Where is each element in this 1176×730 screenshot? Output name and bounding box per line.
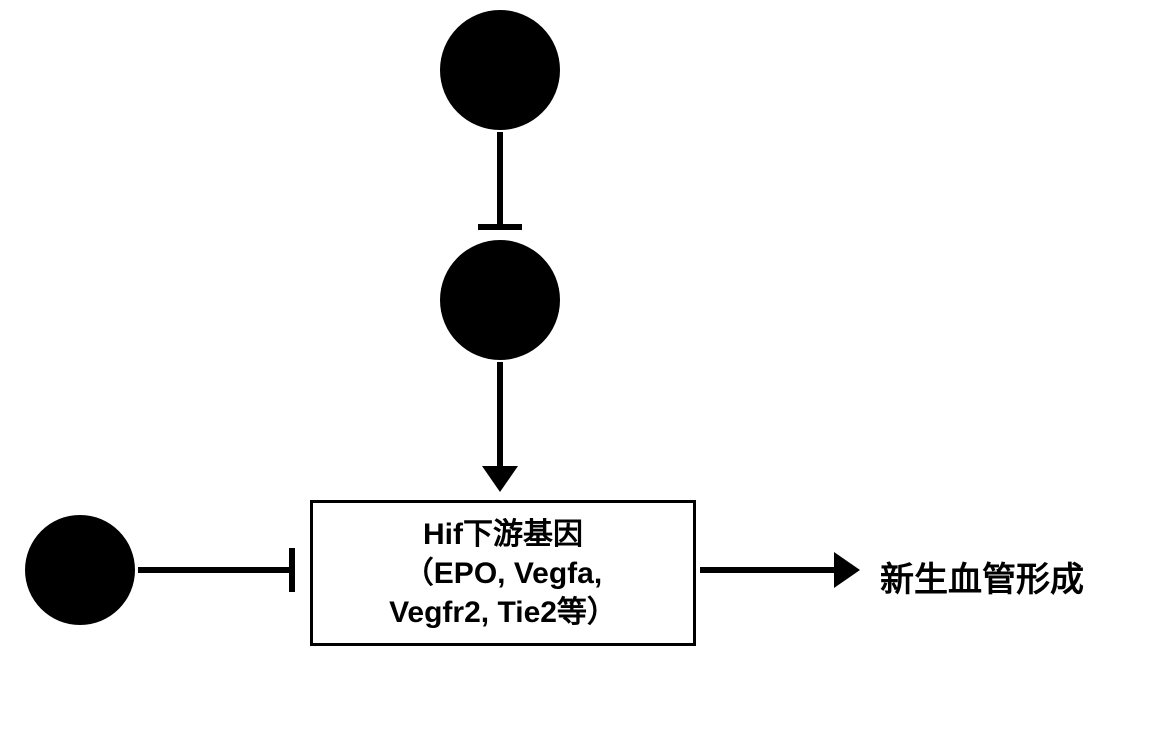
edges-layer bbox=[0, 0, 1176, 730]
edge-box-to-out bbox=[700, 552, 860, 588]
edge-mid-to-box bbox=[482, 362, 518, 492]
edge-top-to-mid bbox=[478, 132, 522, 227]
edge-left-to-box bbox=[138, 548, 292, 592]
